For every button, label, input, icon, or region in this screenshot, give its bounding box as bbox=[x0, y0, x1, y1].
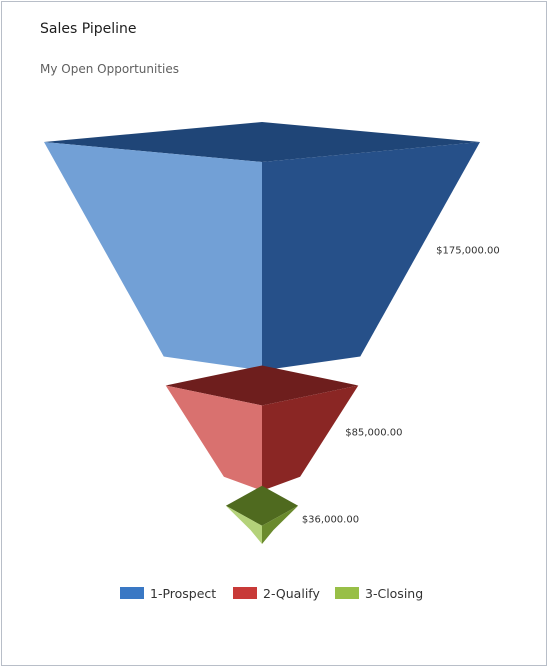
value-labels: $175,000.00 $85,000.00 $36,000.00 bbox=[302, 246, 500, 526]
legend-label: 2-Qualify bbox=[263, 586, 320, 601]
legend-item-1-prospect[interactable]: 1-Prospect bbox=[120, 586, 216, 601]
funnel-segment-left-face bbox=[44, 142, 262, 371]
legend-swatch bbox=[335, 587, 359, 599]
legend-label: 1-Prospect bbox=[150, 586, 216, 601]
funnel-plot-area bbox=[44, 122, 480, 544]
legend-label: 3-Closing bbox=[365, 586, 423, 601]
value-label-1-prospect: $175,000.00 bbox=[436, 246, 500, 257]
legend-swatch bbox=[120, 587, 144, 599]
legend-item-3-closing[interactable]: 3-Closing bbox=[335, 586, 423, 601]
funnel-segment-2-qualify[interactable] bbox=[165, 365, 359, 491]
chart-subtitle: My Open Opportunities bbox=[40, 62, 180, 76]
value-label-2-qualify: $85,000.00 bbox=[345, 428, 402, 439]
funnel-segment-top-face bbox=[225, 485, 299, 526]
funnel-segment-right-face bbox=[262, 385, 359, 491]
funnel-segment-left-face bbox=[165, 385, 262, 491]
funnel-segment-right-face bbox=[262, 142, 480, 371]
value-label-3-closing: $36,000.00 bbox=[302, 514, 359, 525]
legend: 1-Prospect 2-Qualify 3-Closing bbox=[120, 586, 423, 601]
funnel-segment-right-face bbox=[262, 505, 299, 544]
chart-title: Sales Pipeline bbox=[40, 21, 137, 37]
legend-swatch bbox=[233, 587, 257, 599]
funnel-segment-1-prospect[interactable] bbox=[44, 122, 480, 371]
funnel-segment-left-face bbox=[225, 505, 262, 544]
legend-item-2-qualify[interactable]: 2-Qualify bbox=[233, 586, 320, 601]
funnel-segment-3-closing[interactable] bbox=[225, 485, 299, 544]
